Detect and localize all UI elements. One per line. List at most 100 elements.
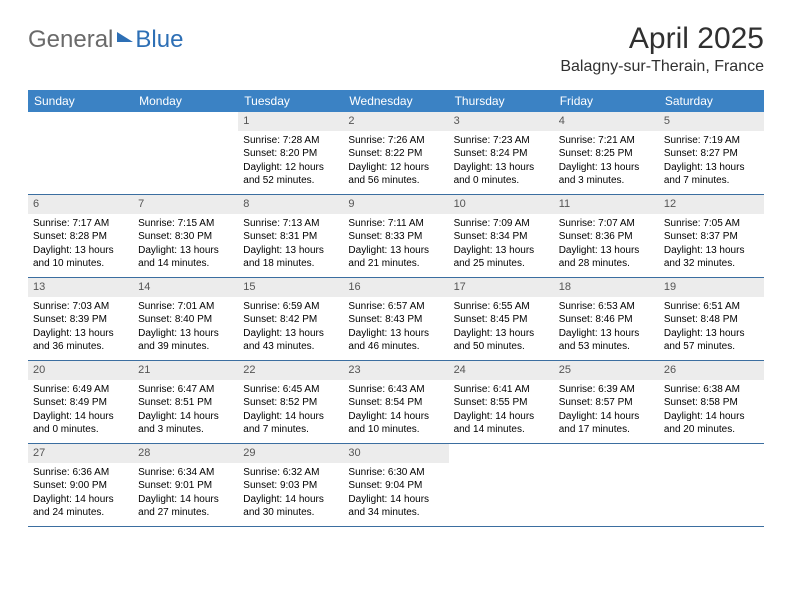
day-of-week-header: Sunday	[28, 90, 133, 112]
day-number: 20	[28, 361, 133, 380]
day-cell: 13Sunrise: 7:03 AMSunset: 8:39 PMDayligh…	[28, 278, 133, 360]
day-cell: 20Sunrise: 6:49 AMSunset: 8:49 PMDayligh…	[28, 361, 133, 443]
day-of-week-header: Tuesday	[238, 90, 343, 112]
day-details: Sunrise: 6:30 AMSunset: 9:04 PMDaylight:…	[343, 463, 448, 525]
day-details: Sunrise: 7:07 AMSunset: 8:36 PMDaylight:…	[554, 214, 659, 276]
day-cell: 9Sunrise: 7:11 AMSunset: 8:33 PMDaylight…	[343, 195, 448, 277]
brand-mark-icon	[117, 32, 133, 42]
day-number: 18	[554, 278, 659, 297]
day-details: Sunrise: 7:13 AMSunset: 8:31 PMDaylight:…	[238, 214, 343, 276]
day-details: Sunrise: 6:51 AMSunset: 8:48 PMDaylight:…	[659, 297, 764, 359]
day-number: 24	[449, 361, 554, 380]
day-number: 6	[28, 195, 133, 214]
day-details: Sunrise: 7:17 AMSunset: 8:28 PMDaylight:…	[28, 214, 133, 276]
day-details: Sunrise: 7:26 AMSunset: 8:22 PMDaylight:…	[343, 131, 448, 193]
header: General Blue April 2025 Balagny-sur-Ther…	[28, 22, 764, 76]
day-cell: 30Sunrise: 6:30 AMSunset: 9:04 PMDayligh…	[343, 444, 448, 526]
week-row: 20Sunrise: 6:49 AMSunset: 8:49 PMDayligh…	[28, 361, 764, 444]
day-number: 25	[554, 361, 659, 380]
day-number: 10	[449, 195, 554, 214]
day-number: 5	[659, 112, 764, 131]
day-cell: 14Sunrise: 7:01 AMSunset: 8:40 PMDayligh…	[133, 278, 238, 360]
day-details: Sunrise: 7:09 AMSunset: 8:34 PMDaylight:…	[449, 214, 554, 276]
day-cell: 23Sunrise: 6:43 AMSunset: 8:54 PMDayligh…	[343, 361, 448, 443]
month-title: April 2025	[560, 22, 764, 56]
day-number: 13	[28, 278, 133, 297]
day-of-week-row: SundayMondayTuesdayWednesdayThursdayFrid…	[28, 90, 764, 112]
day-cell: 10Sunrise: 7:09 AMSunset: 8:34 PMDayligh…	[449, 195, 554, 277]
day-number: 22	[238, 361, 343, 380]
day-details: Sunrise: 7:01 AMSunset: 8:40 PMDaylight:…	[133, 297, 238, 359]
day-details: Sunrise: 7:28 AMSunset: 8:20 PMDaylight:…	[238, 131, 343, 193]
day-number: 11	[554, 195, 659, 214]
week-row: 6Sunrise: 7:17 AMSunset: 8:28 PMDaylight…	[28, 195, 764, 278]
day-number: 17	[449, 278, 554, 297]
day-details: Sunrise: 6:45 AMSunset: 8:52 PMDaylight:…	[238, 380, 343, 442]
day-of-week-header: Saturday	[659, 90, 764, 112]
calendar: SundayMondayTuesdayWednesdayThursdayFrid…	[28, 90, 764, 527]
day-cell: 24Sunrise: 6:41 AMSunset: 8:55 PMDayligh…	[449, 361, 554, 443]
day-details: Sunrise: 6:47 AMSunset: 8:51 PMDaylight:…	[133, 380, 238, 442]
day-number: 1	[238, 112, 343, 131]
day-of-week-header: Thursday	[449, 90, 554, 112]
week-row: 27Sunrise: 6:36 AMSunset: 9:00 PMDayligh…	[28, 444, 764, 527]
day-number: 29	[238, 444, 343, 463]
day-number: 3	[449, 112, 554, 131]
day-cell: 2Sunrise: 7:26 AMSunset: 8:22 PMDaylight…	[343, 112, 448, 194]
day-number: 15	[238, 278, 343, 297]
day-details: Sunrise: 6:38 AMSunset: 8:58 PMDaylight:…	[659, 380, 764, 442]
day-details: Sunrise: 7:03 AMSunset: 8:39 PMDaylight:…	[28, 297, 133, 359]
day-cell: 29Sunrise: 6:32 AMSunset: 9:03 PMDayligh…	[238, 444, 343, 526]
day-cell: 1Sunrise: 7:28 AMSunset: 8:20 PMDaylight…	[238, 112, 343, 194]
day-details: Sunrise: 6:53 AMSunset: 8:46 PMDaylight:…	[554, 297, 659, 359]
week-row: ..1Sunrise: 7:28 AMSunset: 8:20 PMDaylig…	[28, 112, 764, 195]
day-number: 21	[133, 361, 238, 380]
brand-logo: General Blue	[28, 26, 183, 54]
day-cell: .	[659, 444, 764, 526]
day-details: Sunrise: 6:57 AMSunset: 8:43 PMDaylight:…	[343, 297, 448, 359]
day-cell: 17Sunrise: 6:55 AMSunset: 8:45 PMDayligh…	[449, 278, 554, 360]
day-details: Sunrise: 7:11 AMSunset: 8:33 PMDaylight:…	[343, 214, 448, 276]
day-number: 7	[133, 195, 238, 214]
day-cell: .	[133, 112, 238, 194]
day-number: 27	[28, 444, 133, 463]
day-details: Sunrise: 6:34 AMSunset: 9:01 PMDaylight:…	[133, 463, 238, 525]
day-details: Sunrise: 7:21 AMSunset: 8:25 PMDaylight:…	[554, 131, 659, 193]
day-cell: 18Sunrise: 6:53 AMSunset: 8:46 PMDayligh…	[554, 278, 659, 360]
day-number: 12	[659, 195, 764, 214]
day-cell: 21Sunrise: 6:47 AMSunset: 8:51 PMDayligh…	[133, 361, 238, 443]
day-cell: 27Sunrise: 6:36 AMSunset: 9:00 PMDayligh…	[28, 444, 133, 526]
day-number: 30	[343, 444, 448, 463]
day-details: Sunrise: 6:41 AMSunset: 8:55 PMDaylight:…	[449, 380, 554, 442]
day-cell: 26Sunrise: 6:38 AMSunset: 8:58 PMDayligh…	[659, 361, 764, 443]
day-number: 23	[343, 361, 448, 380]
weeks-container: ..1Sunrise: 7:28 AMSunset: 8:20 PMDaylig…	[28, 112, 764, 527]
day-cell: 6Sunrise: 7:17 AMSunset: 8:28 PMDaylight…	[28, 195, 133, 277]
day-cell: 22Sunrise: 6:45 AMSunset: 8:52 PMDayligh…	[238, 361, 343, 443]
day-cell: 15Sunrise: 6:59 AMSunset: 8:42 PMDayligh…	[238, 278, 343, 360]
day-details: Sunrise: 6:43 AMSunset: 8:54 PMDaylight:…	[343, 380, 448, 442]
day-details: Sunrise: 6:49 AMSunset: 8:49 PMDaylight:…	[28, 380, 133, 442]
day-details: Sunrise: 6:32 AMSunset: 9:03 PMDaylight:…	[238, 463, 343, 525]
day-number: 9	[343, 195, 448, 214]
title-block: April 2025 Balagny-sur-Therain, France	[560, 22, 764, 76]
day-details: Sunrise: 7:05 AMSunset: 8:37 PMDaylight:…	[659, 214, 764, 276]
day-of-week-header: Wednesday	[343, 90, 448, 112]
day-cell: 28Sunrise: 6:34 AMSunset: 9:01 PMDayligh…	[133, 444, 238, 526]
day-cell: 4Sunrise: 7:21 AMSunset: 8:25 PMDaylight…	[554, 112, 659, 194]
day-number: 8	[238, 195, 343, 214]
brand-part1: General	[28, 26, 113, 54]
day-cell: 7Sunrise: 7:15 AMSunset: 8:30 PMDaylight…	[133, 195, 238, 277]
day-cell: 25Sunrise: 6:39 AMSunset: 8:57 PMDayligh…	[554, 361, 659, 443]
day-details: Sunrise: 7:23 AMSunset: 8:24 PMDaylight:…	[449, 131, 554, 193]
day-number: 2	[343, 112, 448, 131]
day-of-week-header: Monday	[133, 90, 238, 112]
day-number: 28	[133, 444, 238, 463]
day-cell: .	[449, 444, 554, 526]
day-number: 16	[343, 278, 448, 297]
day-cell: 3Sunrise: 7:23 AMSunset: 8:24 PMDaylight…	[449, 112, 554, 194]
day-details: Sunrise: 7:19 AMSunset: 8:27 PMDaylight:…	[659, 131, 764, 193]
day-details: Sunrise: 6:55 AMSunset: 8:45 PMDaylight:…	[449, 297, 554, 359]
day-number: 4	[554, 112, 659, 131]
day-details: Sunrise: 7:15 AMSunset: 8:30 PMDaylight:…	[133, 214, 238, 276]
